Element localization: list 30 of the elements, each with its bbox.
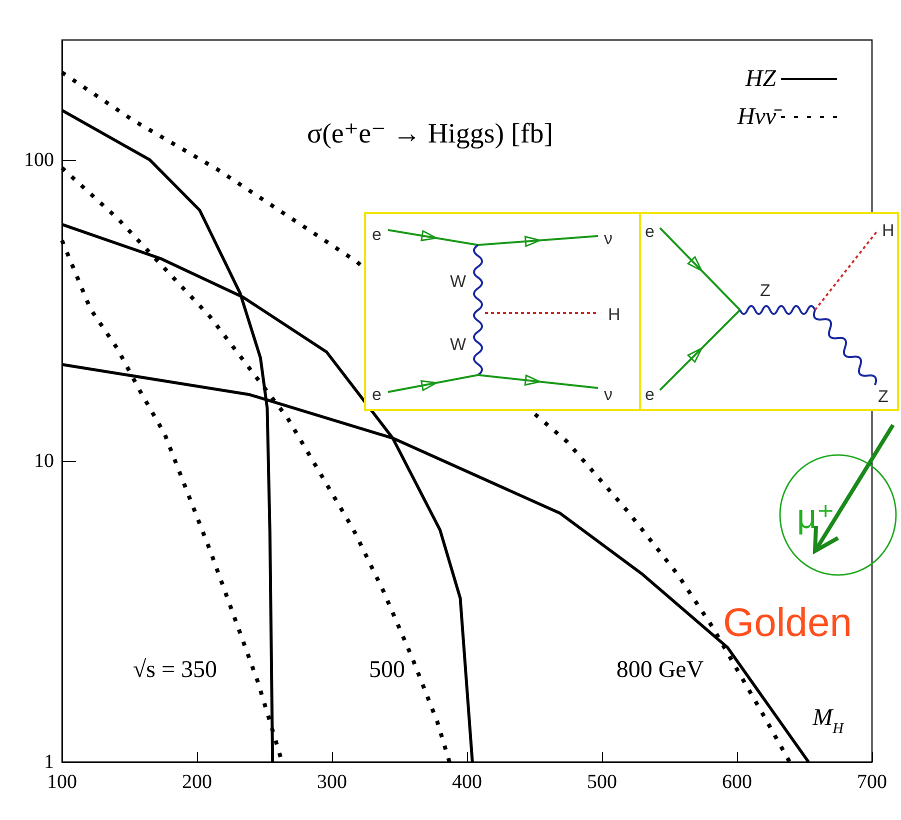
text: Z bbox=[878, 387, 888, 406]
annotation: e bbox=[645, 385, 654, 404]
annotation: e bbox=[372, 225, 382, 244]
y-tick-label: 10 bbox=[34, 450, 54, 472]
x-tick-label: 300 bbox=[317, 771, 347, 793]
annotation: μ⁺ bbox=[797, 498, 835, 536]
annotation: ν bbox=[604, 385, 612, 404]
annotation: √s = 350 bbox=[132, 657, 218, 683]
x-tick-label: 500 bbox=[587, 771, 617, 793]
annotation: Z bbox=[760, 281, 770, 300]
annotation: Golden bbox=[723, 601, 852, 645]
annotation: 800 GeV bbox=[616, 657, 704, 683]
text: σ(e⁺e⁻ → Higgs) [fb] bbox=[307, 118, 554, 150]
x-tick-label: 200 bbox=[182, 771, 212, 793]
legend-label: HZ bbox=[744, 66, 777, 92]
annotation: W bbox=[450, 272, 466, 291]
annotation: M$_{H}$ bbox=[812, 705, 845, 737]
annotation: W bbox=[450, 335, 466, 354]
x-tick-label: 600 bbox=[722, 771, 752, 793]
annotation: e bbox=[372, 385, 382, 404]
annotation: e bbox=[645, 222, 654, 241]
x-tick-label: 400 bbox=[452, 771, 482, 793]
y-tick-label: 1 bbox=[44, 751, 54, 773]
annotation: H bbox=[608, 305, 620, 324]
text: H bbox=[882, 221, 894, 240]
annotation: 500 bbox=[369, 657, 405, 683]
annotation: ν bbox=[604, 229, 612, 248]
x-tick-label: 700 bbox=[857, 771, 887, 793]
legend-label: Hνν̄ bbox=[736, 104, 782, 130]
y-tick-label: 100 bbox=[24, 148, 54, 171]
